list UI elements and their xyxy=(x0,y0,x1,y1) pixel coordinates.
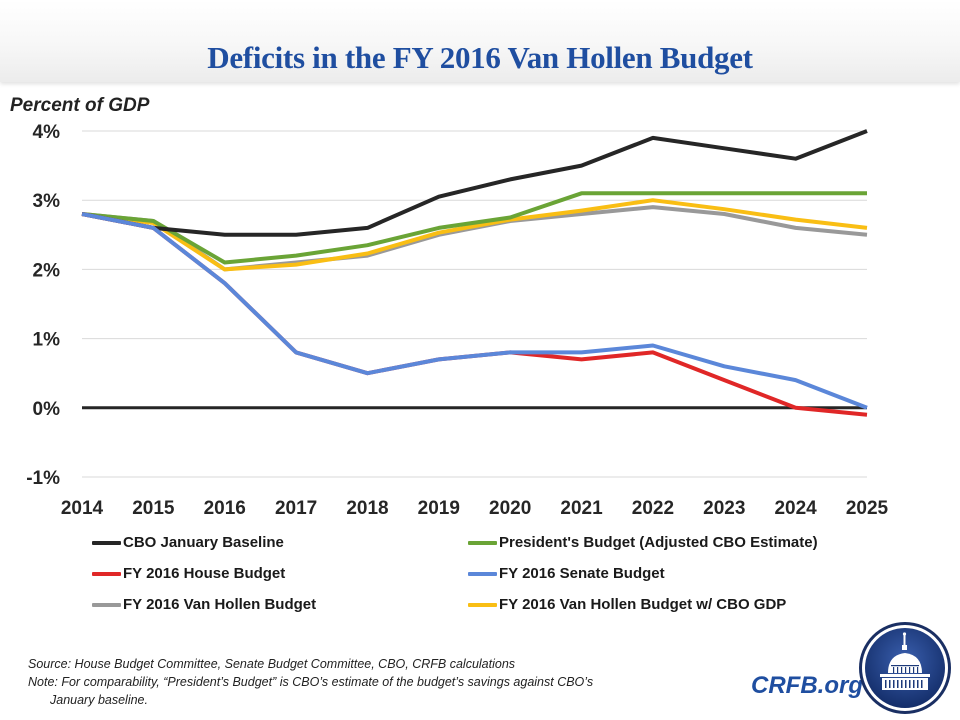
x-tick-label: 2015 xyxy=(132,498,175,519)
x-tick-label: 2016 xyxy=(204,498,246,519)
gridlines xyxy=(82,130,867,478)
series-line-cbo-january-baseline xyxy=(81,129,868,237)
x-tick-label: 2014 xyxy=(61,498,104,519)
capitol-dome-logo-icon xyxy=(859,622,951,714)
x-tick-label: 2020 xyxy=(489,498,531,519)
legend-swatch-senate-budget xyxy=(468,571,497,576)
legend-label: FY 2016 Senate Budget xyxy=(499,565,665,582)
footnote-line-1: Note: For comparability, “President’s Bu… xyxy=(28,675,594,689)
x-tick-label: 2024 xyxy=(774,498,817,519)
x-tick-label: 2025 xyxy=(846,498,889,519)
footnote-line-2: January baseline. xyxy=(50,693,148,707)
x-axis-ticks: 2014 2015 2016 2017 2018 2019 2020 2021 2022 2023… xyxy=(61,498,889,519)
footnote: Note: For comparability, “President’s Bu… xyxy=(28,673,728,709)
y-axis-ticks: 4% 3% 2% 1% 0% -1% xyxy=(26,122,60,489)
series-line-president-s-budget-adjusted-cbo-estimate xyxy=(81,191,867,265)
chart-title: Deficits in the FY 2016 Van Hollen Budge… xyxy=(207,40,753,75)
y-axis-label: Percent of GDP xyxy=(10,95,150,116)
crfb-brand-link[interactable]: CRFB.org xyxy=(751,672,863,699)
x-tick-label: 2022 xyxy=(632,498,674,519)
legend-label: President's Budget (Adjusted CBO Estimat… xyxy=(499,534,818,551)
y-tick-label: 4% xyxy=(33,122,61,143)
series-line-fy-2016-house-budget xyxy=(81,212,868,417)
x-tick-label: 2021 xyxy=(560,498,603,519)
series-line-fy-2016-senate-budget xyxy=(81,212,868,410)
x-tick-label: 2018 xyxy=(346,498,388,519)
legend-label: FY 2016 House Budget xyxy=(123,565,286,582)
y-tick-label: -1% xyxy=(26,468,60,489)
legend-label: FY 2016 Van Hollen Budget w/ CBO GDP xyxy=(499,596,787,613)
legend-item-senate-budget: FY 2016 Senate Budget xyxy=(468,565,665,582)
legend-swatch-house-budget xyxy=(92,571,121,576)
series-line-fy-2016-van-hollen-budget xyxy=(81,205,868,272)
y-tick-label: 1% xyxy=(33,330,61,351)
source-note: Source: House Budget Committee, Senate B… xyxy=(28,657,516,671)
header-band xyxy=(0,0,960,82)
x-tick-label: 2023 xyxy=(703,498,745,519)
y-tick-label: 2% xyxy=(33,260,61,281)
x-tick-label: 2017 xyxy=(275,498,317,519)
series-line-fy-2016-van-hollen-budget-w-cbo-gdp xyxy=(81,198,868,272)
line-chart: 4%3%2%1%0%-1% 2014 2015 2016 2017 2018 2019 20… xyxy=(26,122,889,519)
legend-item-presidents-budget: President's Budget (Adjusted CBO Estimat… xyxy=(468,534,818,551)
y-tick-label: 3% xyxy=(33,191,61,212)
legend-item-house-budget: FY 2016 House Budget xyxy=(92,565,285,582)
legend-swatch-van-hollen xyxy=(92,602,121,607)
legend-swatch-van-hollen-cbo-gdp xyxy=(468,602,497,607)
legend-label: CBO January Baseline xyxy=(123,534,284,551)
series-lines xyxy=(81,129,868,417)
x-tick-label: 2019 xyxy=(418,498,460,519)
legend-item-van-hollen: FY 2016 Van Hollen Budget xyxy=(92,596,316,613)
legend-swatch-cbo-baseline xyxy=(92,540,121,545)
y-tick-label: 0% xyxy=(33,399,61,420)
legend-item-van-hollen-cbo-gdp: FY 2016 Van Hollen Budget w/ CBO GDP xyxy=(468,596,786,613)
legend-label: FY 2016 Van Hollen Budget xyxy=(123,596,317,613)
legend-item-cbo-baseline: CBO January Baseline xyxy=(92,534,284,551)
legend-swatch-presidents-budget xyxy=(468,540,497,545)
